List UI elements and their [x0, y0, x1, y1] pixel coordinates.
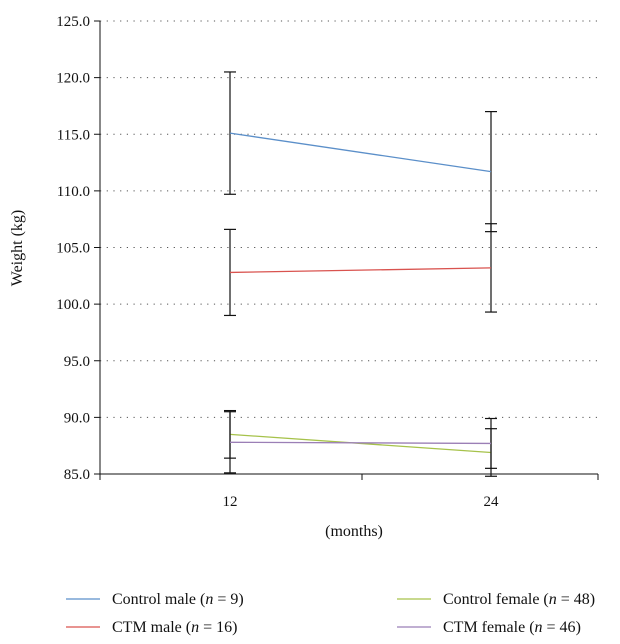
legend-n-value: = 46: [547, 619, 576, 636]
y-tick-label: 120.0: [56, 71, 90, 87]
series-control-male: [224, 72, 497, 232]
y-tick-label: 100.0: [56, 297, 90, 313]
legend-label: Control male (n = 9): [112, 591, 244, 608]
legend-n-symbol: n: [205, 591, 213, 608]
y-tick-label: 85.0: [64, 467, 90, 483]
series-line: [230, 442, 491, 443]
legend-item: Control male (n = 9): [66, 591, 244, 608]
legend-label: CTM male (n = 16): [112, 619, 237, 636]
legend-n-value: = 48: [561, 591, 590, 608]
x-tick-label: 24: [484, 494, 500, 510]
legend-label: CTM female (n = 46): [443, 619, 581, 636]
legend-n-symbol: n: [535, 619, 543, 636]
legend-n-value: = 16: [203, 619, 232, 636]
legend-n-symbol: n: [549, 591, 557, 608]
series-ctm-female: [224, 412, 497, 473]
legend-item: Control female (n = 48): [397, 591, 595, 608]
y-tick-label: 110.0: [57, 184, 90, 200]
legend-n-value: = 9: [217, 591, 238, 608]
y-tick-label: 125.0: [56, 14, 90, 30]
legend-series-name: CTM female: [443, 619, 525, 636]
legend-series-name: Control female: [443, 591, 539, 608]
legend-series-name: Control male: [112, 591, 196, 608]
y-tick-label: 115.0: [57, 127, 90, 143]
legend-n-symbol: n: [191, 619, 199, 636]
y-tick-label: 95.0: [64, 354, 90, 370]
legend-item: CTM male (n = 16): [66, 619, 237, 636]
legend-series-name: CTM male: [112, 619, 182, 636]
series-line: [230, 133, 491, 172]
series-ctm-male: [224, 224, 497, 316]
y-tick-label: 105.0: [56, 241, 90, 257]
x-axis-title: (months): [325, 523, 383, 540]
legend-label: Control female (n = 48): [443, 591, 595, 608]
y-axis-title: Weight (kg): [9, 210, 26, 286]
x-tick-label: 12: [223, 494, 238, 510]
y-tick-label: 90.0: [64, 410, 90, 426]
series-line: [230, 268, 491, 273]
legend-item: CTM female (n = 46): [397, 619, 581, 636]
